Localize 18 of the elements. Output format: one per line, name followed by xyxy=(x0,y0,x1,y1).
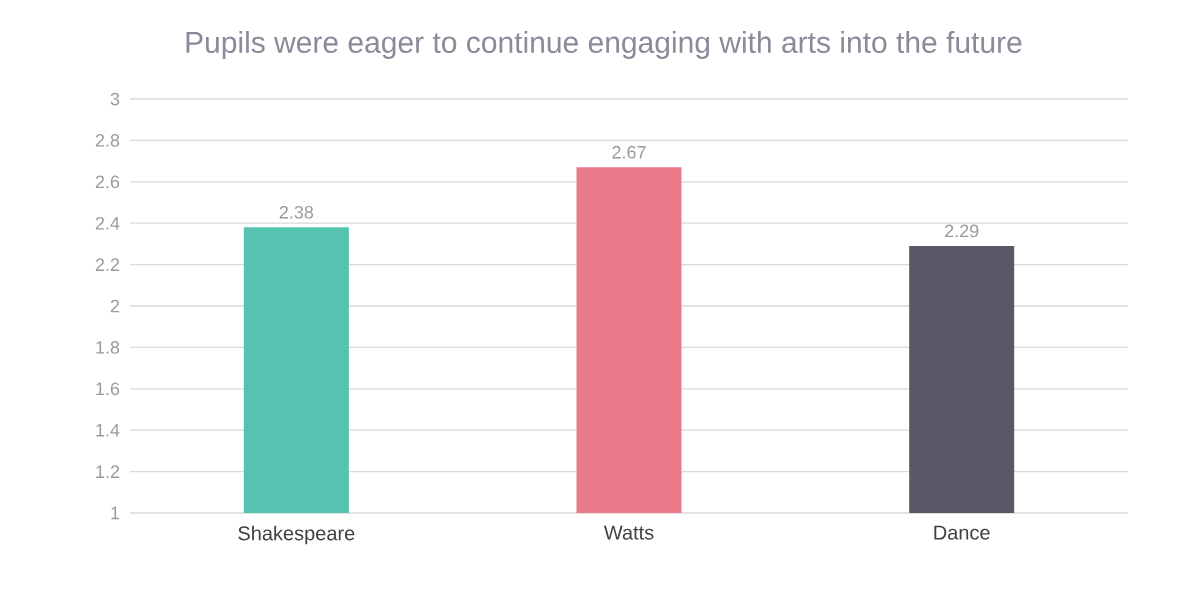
chart-title: Pupils were eager to continue engaging with arts into the future xyxy=(186,31,1022,59)
data-label: 2.38 xyxy=(279,205,314,219)
x-tick-label: Shakespeare xyxy=(238,525,355,545)
y-tick-label: 1.2 xyxy=(96,465,120,478)
data-label: 2.67 xyxy=(612,145,646,159)
y-tick-label: 1.8 xyxy=(96,341,120,354)
data-label: 2.29 xyxy=(945,224,979,238)
y-tick-label: 1 xyxy=(111,506,120,520)
y-tick-label: 3 xyxy=(110,92,120,106)
y-tick-label: 1.4 xyxy=(96,424,120,437)
x-tick-label: Dance xyxy=(934,525,990,540)
y-tick-label: 2.6 xyxy=(95,175,120,189)
y-tick-label: 2.4 xyxy=(95,216,120,230)
y-tick-label: 2.2 xyxy=(95,258,120,271)
y-tick-label: 2.8 xyxy=(95,134,120,147)
x-tick-label: Watts xyxy=(603,525,654,540)
y-tick-label: 2 xyxy=(110,299,120,313)
y-tick-label: 1.6 xyxy=(96,382,120,396)
